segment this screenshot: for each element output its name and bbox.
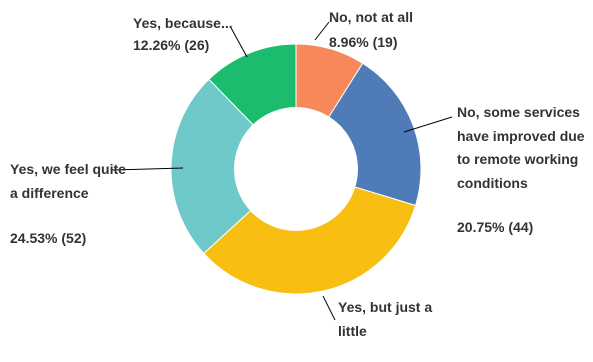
leader-line-3 bbox=[111, 167, 184, 171]
slice-value-1: 20.75% (44) bbox=[457, 219, 533, 235]
slice-label-3-line-0: Yes, we feel quite bbox=[10, 161, 126, 177]
slice-label-2-line-0: Yes, but just a bbox=[338, 299, 432, 315]
slice-label-4-line-0: Yes, because... bbox=[133, 15, 233, 31]
slice-labels: No, not at all 8.96% (19) No, some service… bbox=[10, 9, 585, 339]
donut-slice-3 bbox=[170, 78, 297, 255]
donut-hole bbox=[234, 107, 358, 231]
leader-line-2 bbox=[322, 295, 336, 321]
slice-label-1-line-0: No, some services bbox=[457, 104, 580, 120]
leader-line-4 bbox=[229, 25, 248, 58]
slice-label-3-line-1: a difference bbox=[10, 185, 89, 201]
leader-line-1 bbox=[403, 116, 453, 133]
slice-label-2-line-1: little bbox=[338, 323, 367, 339]
slice-value-4: 12.26% (26) bbox=[133, 37, 209, 53]
slice-label-1-line-2: to remote working bbox=[457, 151, 578, 167]
slice-label-1-line-1: have improved due bbox=[457, 128, 585, 144]
leader-line-0 bbox=[314, 21, 330, 41]
slice-value-3: 24.53% (52) bbox=[10, 230, 86, 246]
slice-label-0-line-0: No, not at all bbox=[329, 9, 413, 25]
leader-lines bbox=[111, 21, 453, 321]
slice-value-0: 8.96% (19) bbox=[329, 34, 397, 50]
slice-label-1-line-3: conditions bbox=[457, 175, 528, 191]
donut-slice-2 bbox=[203, 168, 417, 295]
